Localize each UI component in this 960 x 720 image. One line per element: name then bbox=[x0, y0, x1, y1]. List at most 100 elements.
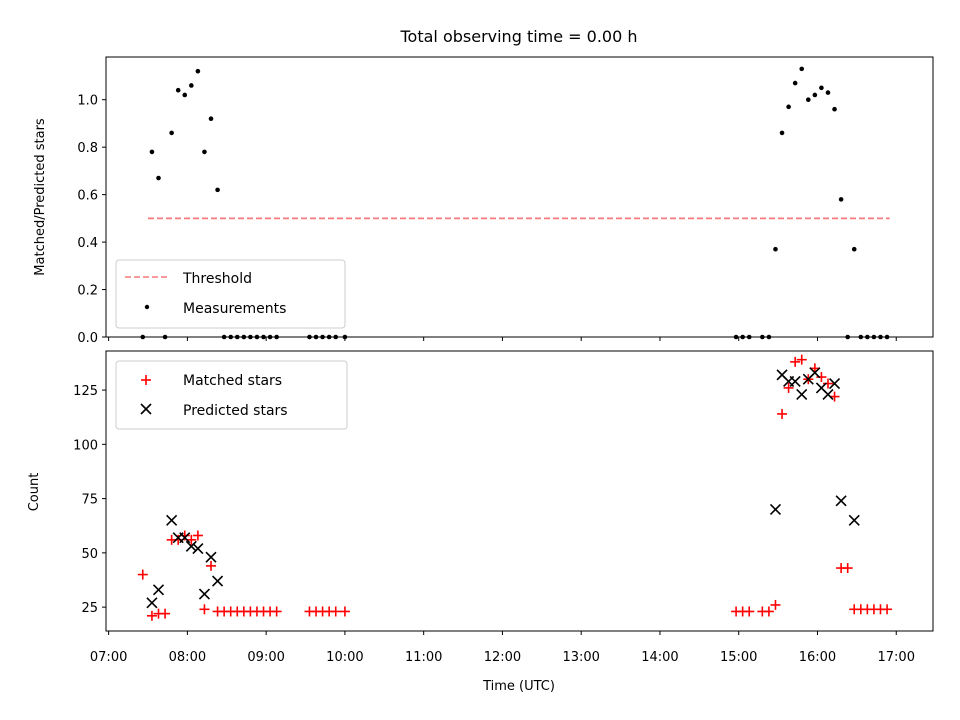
predicted-point-stroke-b bbox=[146, 597, 158, 609]
predicted-star-point bbox=[146, 597, 158, 609]
predicted-point-stroke-b bbox=[198, 588, 211, 600]
chart-title: Total observing time = 0.00 h bbox=[399, 27, 637, 46]
top-y-tick-label: 0.2 bbox=[77, 284, 98, 299]
bottom-panel: 25 50 75 100 125 07:00 08:00 09:00 10:00 11:00 12… bbox=[27, 350, 934, 694]
predicted-point-stroke-b bbox=[776, 369, 788, 381]
x-tick-label: 16:00 bbox=[799, 650, 836, 665]
x-tick-label: 08:00 bbox=[169, 650, 206, 665]
top-legend-box bbox=[115, 259, 346, 329]
predicted-point-stroke-b bbox=[815, 382, 827, 394]
measurement-point bbox=[215, 187, 220, 193]
predicted-star-point bbox=[166, 514, 178, 526]
top-axes-frame bbox=[105, 56, 934, 338]
measurement-point bbox=[773, 246, 778, 252]
matched-star-point bbox=[160, 608, 171, 619]
measurement-point bbox=[208, 116, 214, 121]
predicted-star-point bbox=[809, 367, 821, 379]
predicted-star-point bbox=[769, 503, 782, 516]
matched-star-point bbox=[199, 604, 210, 615]
matched-star-point bbox=[790, 356, 801, 367]
matched-star-point bbox=[777, 408, 788, 419]
measurement-point bbox=[175, 87, 181, 93]
predicted-legend-swatch bbox=[140, 403, 152, 415]
predicted-star-point bbox=[212, 575, 224, 587]
bottom-y-ticks: 25 50 75 100 125 bbox=[73, 384, 106, 616]
predicted-point-stroke-b bbox=[848, 514, 860, 526]
measurement-point bbox=[825, 90, 831, 95]
predicted-point-stroke-b bbox=[179, 532, 191, 544]
measurement-point bbox=[149, 149, 155, 155]
bottom-y-tick-label: 100 bbox=[73, 438, 98, 453]
matched-star-point bbox=[146, 610, 157, 621]
predicted-star-point bbox=[828, 377, 841, 390]
bottom-plot-area bbox=[137, 354, 893, 621]
measurement-point bbox=[182, 92, 188, 98]
matched-star-point bbox=[192, 530, 203, 541]
predicted-star-point bbox=[179, 532, 191, 544]
matched-legend-swatch bbox=[141, 375, 151, 385]
matched-star-point bbox=[770, 599, 781, 610]
predicted-star-point bbox=[789, 375, 801, 387]
top-panel: 0.0 0.2 0.4 0.6 0.8 1.0 Matched/Predicted sta… bbox=[33, 56, 934, 346]
top-y-ticks: 0.0 0.2 0.4 0.6 0.8 1.0 bbox=[77, 94, 106, 346]
bottom-y-axis-label: Count bbox=[27, 473, 42, 512]
measurement-point bbox=[202, 149, 207, 155]
measurement-point bbox=[189, 83, 194, 88]
predicted-point-stroke-b bbox=[166, 514, 178, 526]
top-y-tick-label: 0.8 bbox=[77, 141, 98, 156]
x-tick-label: 17:00 bbox=[878, 650, 915, 665]
predicted-point-stroke-b bbox=[828, 377, 841, 390]
measurement-point bbox=[851, 246, 857, 252]
measurement-point bbox=[805, 97, 811, 103]
predicted-point-stroke-b bbox=[769, 503, 782, 516]
top-x-ticks bbox=[108, 337, 897, 341]
measurement-point bbox=[195, 68, 201, 74]
matched-star-point bbox=[206, 560, 217, 571]
matched-star-point bbox=[271, 606, 282, 617]
bottom-legend-box bbox=[115, 360, 348, 430]
predicted-point-stroke-b bbox=[835, 495, 847, 507]
top-y-tick-label: 1.0 bbox=[77, 94, 98, 109]
predicted-point-stroke-b bbox=[822, 388, 834, 400]
measurements-legend-swatch bbox=[144, 304, 150, 310]
x-tick-label: 09:00 bbox=[247, 650, 284, 665]
predicted-star-point bbox=[796, 388, 808, 400]
predicted-star-point bbox=[848, 514, 860, 526]
measurement-point bbox=[812, 92, 818, 98]
measurement-point bbox=[792, 80, 798, 86]
matched-star-point bbox=[763, 606, 774, 617]
x-tick-label: 13:00 bbox=[562, 650, 599, 665]
top-y-axis-label: Matched/Predicted stars bbox=[33, 118, 48, 276]
measurement-point bbox=[169, 130, 174, 136]
measurement-point bbox=[832, 106, 837, 112]
measurement-point bbox=[838, 197, 844, 202]
bottom-axes-frame bbox=[105, 350, 934, 632]
matched-star-point bbox=[842, 563, 853, 574]
predicted-star-point bbox=[152, 584, 165, 596]
predicted-point-stroke-b bbox=[205, 551, 217, 563]
top-plot-area bbox=[140, 66, 890, 340]
matched-star-point bbox=[330, 606, 341, 617]
x-tick-label: 15:00 bbox=[720, 650, 757, 665]
measurement-point bbox=[156, 175, 161, 181]
predicted-point-stroke-b bbox=[152, 584, 165, 596]
bottom-y-tick-label: 50 bbox=[81, 547, 98, 562]
bottom-legend: Matched stars Predicted stars bbox=[115, 360, 348, 430]
matched-star-point bbox=[783, 382, 794, 393]
matched-star-point bbox=[137, 569, 148, 580]
matched-star-point bbox=[339, 606, 350, 617]
predicted-star-point bbox=[835, 495, 847, 507]
measurement-point bbox=[779, 130, 785, 136]
matched-star-point bbox=[882, 604, 893, 615]
predicted-star-point bbox=[205, 551, 217, 563]
bottom-y-tick-label: 75 bbox=[81, 493, 98, 508]
measurement-point bbox=[799, 66, 805, 72]
predicted-point-stroke-b bbox=[212, 575, 224, 587]
x-tick-label: 10:00 bbox=[326, 650, 363, 665]
matched-star-point bbox=[816, 372, 827, 383]
measurement-point bbox=[819, 85, 824, 91]
matched-star-point bbox=[796, 354, 807, 365]
bottom-y-tick-label: 125 bbox=[73, 384, 98, 399]
bottom-x-ticks: 07:00 08:00 09:00 10:00 11:00 12:00 13:00 14:00… bbox=[90, 631, 915, 665]
